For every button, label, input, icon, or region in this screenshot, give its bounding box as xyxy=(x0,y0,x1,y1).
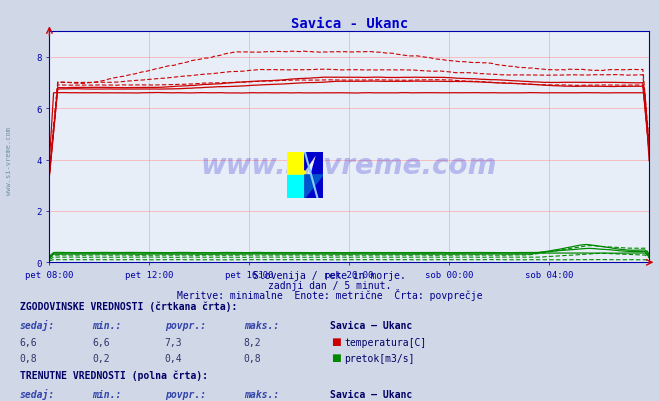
Text: 8,2: 8,2 xyxy=(244,337,262,347)
Text: maks.:: maks.: xyxy=(244,389,279,399)
Text: 6,6: 6,6 xyxy=(92,337,110,347)
Polygon shape xyxy=(304,152,323,198)
Text: 6,6: 6,6 xyxy=(20,337,38,347)
Text: min.:: min.: xyxy=(92,320,122,330)
Text: www.si-vreme.com: www.si-vreme.com xyxy=(201,152,498,180)
Text: Slovenija / reke in morje.: Slovenija / reke in morje. xyxy=(253,271,406,281)
Text: 0,2: 0,2 xyxy=(92,353,110,363)
Text: Savica – Ukanc: Savica – Ukanc xyxy=(330,389,412,399)
Text: min.:: min.: xyxy=(92,389,122,399)
Text: www.si-vreme.com: www.si-vreme.com xyxy=(5,126,12,194)
Text: maks.:: maks.: xyxy=(244,320,279,330)
Text: Savica – Ukanc: Savica – Ukanc xyxy=(330,320,412,330)
Text: TRENUTNE VREDNOSTI (polna črta):: TRENUTNE VREDNOSTI (polna črta): xyxy=(20,370,208,380)
Text: 0,8: 0,8 xyxy=(244,353,262,363)
Text: 0,4: 0,4 xyxy=(165,353,183,363)
Text: povpr.:: povpr.: xyxy=(165,389,206,399)
Text: Meritve: minimalne  Enote: metrične  Črta: povprečje: Meritve: minimalne Enote: metrične Črta:… xyxy=(177,288,482,300)
Text: povpr.:: povpr.: xyxy=(165,320,206,330)
Text: 0,8: 0,8 xyxy=(20,353,38,363)
Title: Savica - Ukanc: Savica - Ukanc xyxy=(291,17,408,31)
Text: ZGODOVINSKE VREDNOSTI (črtkana črta):: ZGODOVINSKE VREDNOSTI (črtkana črta): xyxy=(20,301,237,312)
Bar xyxy=(287,152,304,176)
Text: sedaj:: sedaj: xyxy=(20,388,55,399)
Text: temperatura[C]: temperatura[C] xyxy=(344,337,426,347)
Text: pretok[m3/s]: pretok[m3/s] xyxy=(344,353,415,363)
Bar xyxy=(287,176,304,198)
Text: zadnji dan / 5 minut.: zadnji dan / 5 minut. xyxy=(268,280,391,290)
Text: 7,3: 7,3 xyxy=(165,337,183,347)
Text: ■: ■ xyxy=(331,336,341,346)
Text: ■: ■ xyxy=(331,352,341,362)
Polygon shape xyxy=(304,176,323,198)
Text: sedaj:: sedaj: xyxy=(20,319,55,330)
